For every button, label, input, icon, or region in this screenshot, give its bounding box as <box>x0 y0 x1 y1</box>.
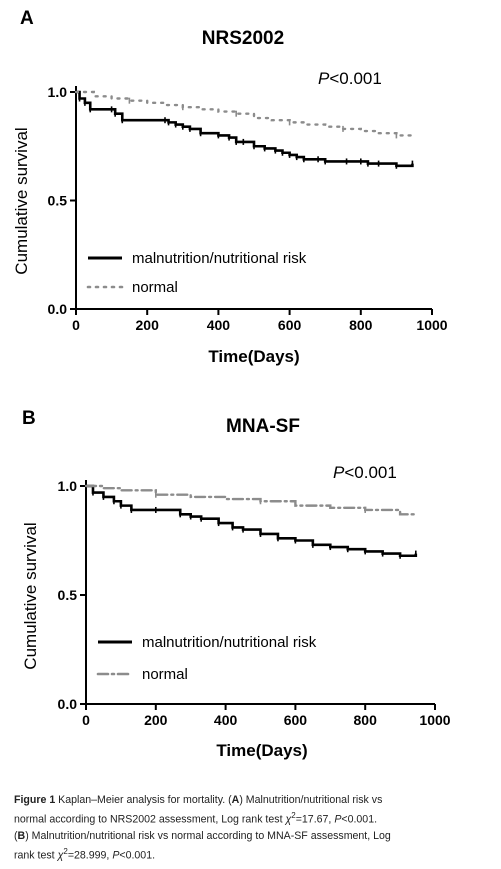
chart-a-legend-label-malnutrition: malnutrition/nutritional risk <box>132 250 307 267</box>
chart-b-legend-label-normal: normal <box>142 666 188 683</box>
chart-b-p-value-annotation: P<0.001 <box>333 463 397 482</box>
caption-text: Kaplan–Meier analysis for mortality. ( <box>58 794 232 806</box>
chart-a-title: NRS2002 <box>202 28 284 49</box>
chart-b-legend-label-malnutrition: malnutrition/nutritional risk <box>142 634 317 651</box>
chart-a: A NRS2002 P<0.001 0.0 0.5 1.0 0 200 400 600 800 100… <box>12 8 448 366</box>
caption-line: Figure 1 Kaplan–Meier analysis for morta… <box>14 792 488 808</box>
caption-text: <0.001. <box>119 849 156 862</box>
caption-text: χ <box>285 813 292 826</box>
chart-b-x-tick-label: 200 <box>144 712 168 728</box>
chart-b-y-tick-label: 1.0 <box>58 478 78 494</box>
chart-a-x-tick-label: 400 <box>207 317 231 333</box>
caption-figure-label: Figure 1 <box>14 794 59 806</box>
chart-a-panel-letter: A <box>20 8 34 29</box>
chart-b-x-tick-label: 1000 <box>419 712 450 728</box>
caption-text: normal according to NRS2002 assessment, … <box>14 813 286 826</box>
chart-b-x-axis-label: Time(Days) <box>216 741 307 760</box>
caption-text: =17.67, <box>295 813 335 826</box>
caption-text: A <box>231 794 240 806</box>
chart-a-x-tick-label: 0 <box>72 317 80 333</box>
caption-text: <0.001. <box>341 813 378 826</box>
chart-b-y-axis-label: Cumulative survival <box>21 522 40 669</box>
chart-b-series-malnutrition-line <box>86 484 418 558</box>
chart-b-panel-letter: B <box>22 408 36 429</box>
chart-b-y-tick-label: 0.5 <box>58 587 78 603</box>
chart-a-x-tick-label: 1000 <box>416 317 447 333</box>
chart-a-x-tick-label: 600 <box>278 317 302 333</box>
chart-panel-b: B MNA-SF P<0.001 0.0 0.5 1.0 0 200 400 600 800 1000… <box>0 392 501 792</box>
chart-a-y-tick-label: 0.0 <box>48 301 68 317</box>
chart-b-title: MNA-SF <box>226 416 300 437</box>
caption-text: ) Malnutrition/nutritional risk vs norma… <box>25 829 391 842</box>
chart-b-x-tick-label: 600 <box>284 712 308 728</box>
chart-a-legend-label-normal: normal <box>132 279 178 296</box>
chart-b-x-tick-label: 800 <box>354 712 378 728</box>
chart-a-y-axis-label: Cumulative survival <box>12 127 31 274</box>
figure-caption: Figure 1 Kaplan–Meier analysis for morta… <box>14 792 488 863</box>
caption-text: P <box>334 813 342 826</box>
chart-b-x-tick-label: 400 <box>214 712 238 728</box>
caption-text: P <box>112 849 120 862</box>
chart-a-y-tick-label: 0.5 <box>48 193 68 209</box>
caption-text: ( <box>14 829 18 842</box>
chart-a-series-normal-line <box>74 90 414 137</box>
chart-panel-a: A NRS2002 P<0.001 0.0 0.5 1.0 0 200 400 600 800 100… <box>0 0 501 390</box>
caption-text: rank test <box>14 849 58 862</box>
caption-line: rank test χ2=28.999, P<0.001. <box>14 844 488 864</box>
chart-b-x-tick-label: 0 <box>82 712 90 728</box>
caption-text: 2 <box>63 846 68 856</box>
chart-a-y-tick-label: 1.0 <box>48 84 68 100</box>
chart-a-x-axis-label: Time(Days) <box>208 347 299 366</box>
caption-line: normal according to NRS2002 assessment, … <box>14 808 488 828</box>
caption-text: ) Malnutrition/nutritional risk vs <box>239 794 383 806</box>
caption-text: 2 <box>291 811 296 820</box>
caption-text: χ <box>57 849 64 862</box>
caption-text: =28.999, <box>67 849 113 862</box>
chart-a-p-value-annotation: P<0.001 <box>318 69 382 88</box>
chart-b: B MNA-SF P<0.001 0.0 0.5 1.0 0 200 400 600 800 1000… <box>21 408 451 760</box>
chart-a-x-tick-label: 200 <box>136 317 160 333</box>
chart-b-y-tick-label: 0.0 <box>58 696 78 712</box>
caption-text: B <box>17 829 26 842</box>
caption-line: (B) Malnutrition/nutritional risk vs nor… <box>14 828 488 844</box>
chart-a-x-tick-label: 800 <box>349 317 373 333</box>
